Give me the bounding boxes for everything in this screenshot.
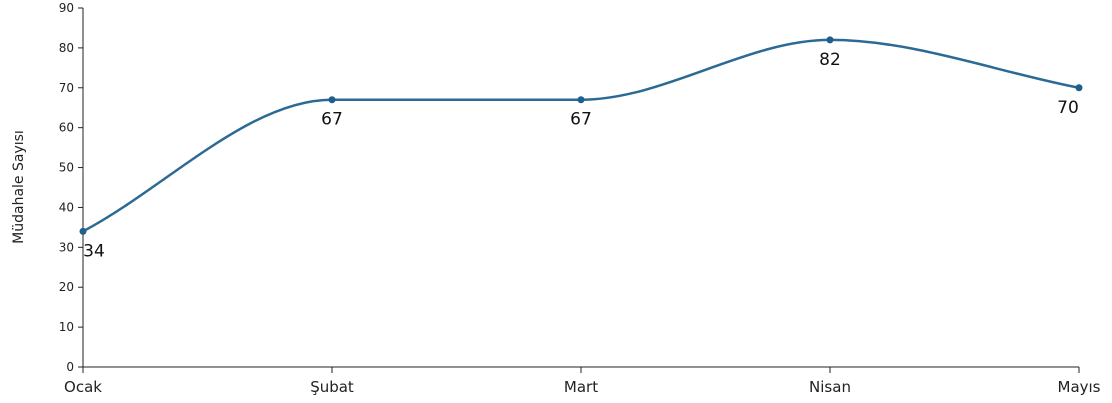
series-group [79,36,1083,235]
data-label: 34 [83,241,105,261]
data-point [1075,84,1083,92]
y-tick-label: 80 [59,41,74,55]
y-axis: 0 10 20 30 40 50 60 70 80 90 [59,1,84,374]
data-labels: 34 67 67 82 70 [83,50,1079,261]
data-point [577,96,585,104]
x-tick-label: Şubat [310,378,354,396]
data-point [79,227,87,235]
data-point [328,96,336,104]
y-tick-label: 70 [59,81,74,95]
y-tick-label: 40 [59,200,74,214]
series-line [82,38,1080,233]
data-point [826,36,834,44]
x-tick-label: Mayıs [1058,378,1101,396]
data-label: 82 [819,50,841,70]
y-tick-label: 10 [59,320,74,334]
y-tick-label: 90 [59,1,74,15]
x-tick-label: Mart [564,378,598,396]
x-tick-label: Ocak [64,378,102,396]
y-tick-label: 60 [59,121,74,135]
y-tick-label: 50 [59,161,74,175]
x-axis: Ocak Şubat Mart Nisan Mayıs [64,366,1101,396]
data-label: 70 [1057,98,1079,118]
data-label: 67 [570,110,592,130]
y-tick-label: 20 [59,280,74,294]
data-label: 67 [321,110,343,130]
x-tick-label: Nisan [809,378,851,396]
y-tick-label: 0 [66,360,74,374]
y-axis-title: Müdahale Sayısı [11,130,27,244]
y-tick-label: 30 [59,240,74,254]
